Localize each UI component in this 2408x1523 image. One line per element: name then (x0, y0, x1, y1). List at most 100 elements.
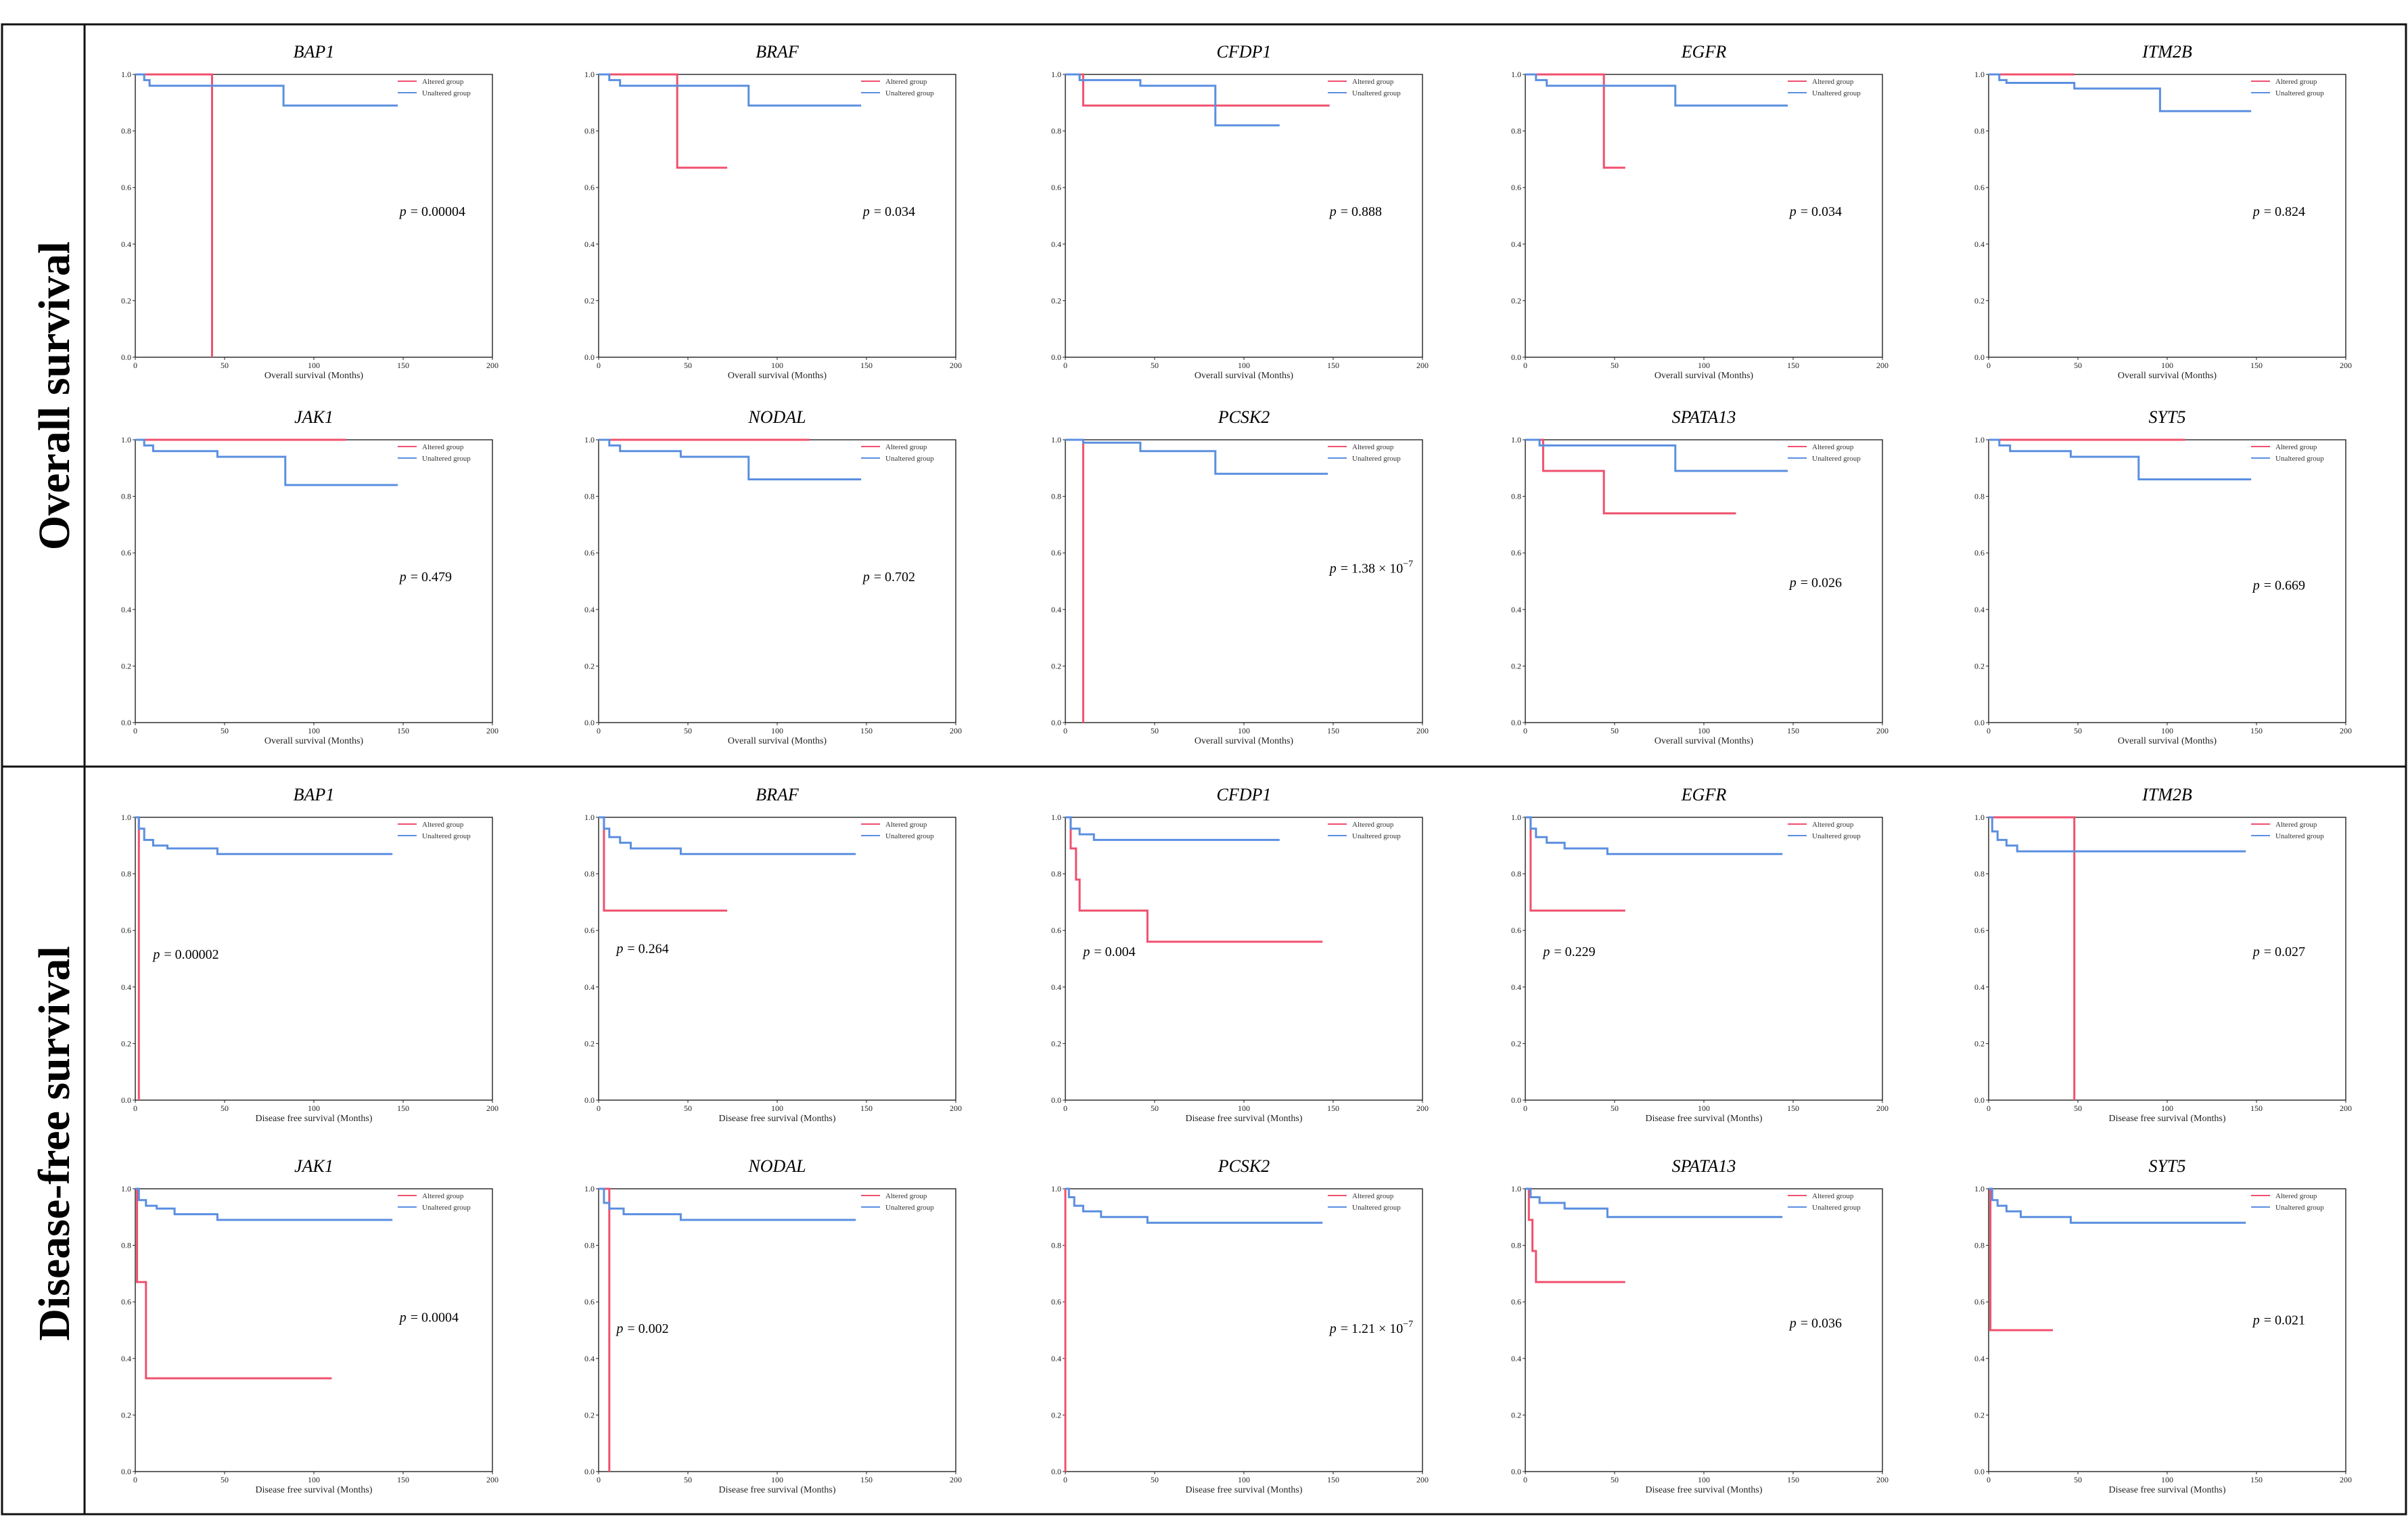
panel-disease-free-survival-jak1-ytick-label: 0.0 (121, 1467, 131, 1476)
panel-disease-free-survival-pcsk2-series-unaltered-group (1065, 1187, 1323, 1224)
panel-disease-free-survival-nodal-legend-label-unaltered-group: Unaltered group (885, 1204, 934, 1212)
panel-disease-free-survival-syt5-p-value: p = 0.021 (2252, 1313, 2305, 1328)
panel-overall-survival-egfr-ytick-label: 1.0 (1511, 70, 1521, 79)
panel-disease-free-survival-spata13-ytick-label: 0.4 (1511, 1354, 1521, 1363)
panel-overall-survival-pcsk2-ytick-label: 0.2 (1051, 661, 1061, 670)
panel-disease-free-survival-itm2b-ytick-label: 0.6 (1974, 926, 1985, 935)
panel-disease-free-survival-egfr-series-unaltered-group (1525, 816, 1783, 855)
panel-disease-free-survival-braf-ytick-label: 0.2 (584, 1039, 595, 1048)
panel-disease-free-survival-pcsk2-p-exponent: −7 (1403, 1319, 1413, 1329)
panel-overall-survival-itm2b-p-value: p = 0.824 (2252, 204, 2305, 219)
panel-overall-survival-egfr-xtick-label: 150 (1787, 361, 1799, 370)
panel-overall-survival-syt5-p-value: p = 0.669 (2252, 578, 2305, 593)
panel-overall-survival-spata13-xtick-label: 150 (1787, 726, 1799, 735)
panel-overall-survival-syt5-p-text: = 0.669 (2264, 578, 2305, 593)
panel-disease-free-survival-bap1-p-symbol: p (152, 947, 160, 962)
panel-disease-free-survival-cfdp1-ytick-label: 0.4 (1051, 982, 1061, 992)
panel-disease-free-survival-spata13-ytick-label: 0.8 (1511, 1241, 1521, 1250)
panel-disease-free-survival-egfr-ytick-label: 0.6 (1511, 926, 1521, 935)
panel-overall-survival-jak1-xtick-label: 50 (221, 726, 229, 735)
panel-disease-free-survival-pcsk2-legend-label-unaltered-group: Unaltered group (1352, 1204, 1401, 1212)
panel-disease-free-survival-egfr-legend-label-altered-group: Altered group (1812, 821, 1854, 829)
panel-disease-free-survival-egfr-ytick-label: 0.0 (1511, 1095, 1521, 1105)
panel-overall-survival-nodal-legend-label-unaltered-group: Unaltered group (885, 455, 934, 463)
panel-disease-free-survival-itm2b: ITM2B 0.0 0.2 0.4 0.6 0.8 1.0 0 50 100 150 200 Disea… (1974, 785, 2352, 1124)
panel-overall-survival-bap1-ytick-label: 0.0 (121, 353, 131, 362)
panel-overall-survival-itm2b-xtick-label: 0 (1987, 361, 1991, 370)
panel-overall-survival-nodal-series-unaltered-group (599, 438, 862, 480)
panel-disease-free-survival-braf-p-text: = 0.264 (627, 942, 668, 957)
panel-overall-survival-pcsk2-xtick-label: 200 (1416, 726, 1429, 735)
panel-disease-free-survival-pcsk2-ytick-label: 1.0 (1051, 1184, 1061, 1194)
panel-disease-free-survival-braf-ytick-label: 0.8 (584, 869, 595, 879)
panel-disease-free-survival-pcsk2-ytick-label: 0.8 (1051, 1241, 1061, 1250)
panel-overall-survival-nodal: NODAL 0.0 0.2 0.4 0.6 0.8 1.0 0 50 100 150 200 Overa… (584, 407, 962, 746)
panel-overall-survival-pcsk2-xtick-label: 0 (1063, 726, 1067, 735)
panel-disease-free-survival-pcsk2-p-value: p = 1.21 × 10−7 (1328, 1319, 1413, 1336)
panel-disease-free-survival-cfdp1-ytick-label: 0.6 (1051, 926, 1061, 935)
panel-disease-free-survival-egfr-p-text: = 0.229 (1554, 945, 1595, 959)
panel-disease-free-survival-bap1-ytick-label: 0.6 (121, 926, 131, 935)
panel-overall-survival-bap1-ytick-label: 1.0 (121, 70, 131, 79)
panel-overall-survival-itm2b: ITM2B 0.0 0.2 0.4 0.6 0.8 1.0 0 50 100 150 200 Overa… (1974, 42, 2352, 381)
panel-disease-free-survival-spata13-ytick-label: 0.2 (1511, 1410, 1521, 1419)
panel-disease-free-survival-cfdp1-xlabel: Disease free survival (Months) (1185, 1114, 1302, 1124)
panel-disease-free-survival-egfr-ytick-label: 0.8 (1511, 869, 1521, 879)
panel-overall-survival-cfdp1: CFDP1 0.0 0.2 0.4 0.6 0.8 1.0 0 50 100 150 200 Overa… (1051, 42, 1429, 381)
panel-disease-free-survival-jak1-xtick-label: 150 (397, 1475, 409, 1484)
panel-overall-survival-pcsk2-p-value: p = 1.38 × 10−7 (1328, 559, 1413, 576)
panel-overall-survival-jak1: JAK1 0.0 0.2 0.4 0.6 0.8 1.0 0 50 100 150 200 Overal… (121, 407, 499, 746)
panel-overall-survival-egfr-xlabel: Overall survival (Months) (1654, 371, 1754, 381)
panel-disease-free-survival-jak1-ytick-label: 0.6 (121, 1297, 131, 1306)
panel-disease-free-survival-jak1-p-text: = 0.0004 (411, 1310, 459, 1325)
panel-overall-survival-pcsk2-legend-label-unaltered-group: Unaltered group (1352, 455, 1401, 463)
panel-disease-free-survival-egfr-p-symbol: p (1542, 945, 1550, 959)
panel-overall-survival-bap1-ytick-label: 0.6 (121, 183, 131, 192)
panel-disease-free-survival-pcsk2-p-text: = 1.21 × 10 (1341, 1321, 1404, 1336)
panel-overall-survival-nodal-xtick-label: 100 (771, 726, 783, 735)
panel-overall-survival-egfr-p-text: = 0.034 (1801, 204, 1842, 219)
panel-disease-free-survival-itm2b-ytick-label: 0.0 (1974, 1095, 1985, 1105)
panel-overall-survival-pcsk2-title: PCSK2 (1218, 407, 1270, 427)
panel-overall-survival-braf-xtick-label: 100 (771, 361, 783, 370)
panel-overall-survival-jak1-ytick-label: 0.2 (121, 661, 131, 670)
panel-overall-survival-braf-xtick-label: 200 (950, 361, 962, 370)
panel-overall-survival-cfdp1-ytick-label: 0.8 (1051, 127, 1061, 136)
panel-disease-free-survival-nodal-title: NODAL (747, 1156, 806, 1176)
panel-overall-survival-syt5-ytick-label: 0.4 (1974, 605, 1985, 614)
panel-overall-survival-itm2b-ytick-label: 0.0 (1974, 353, 1985, 362)
panel-disease-free-survival-cfdp1-ytick-label: 0.8 (1051, 869, 1061, 879)
panel-overall-survival-bap1-p-symbol: p (398, 204, 407, 219)
panel-disease-free-survival-braf-xlabel: Disease free survival (Months) (718, 1114, 835, 1124)
panel-overall-survival-spata13-xtick-label: 0 (1523, 726, 1527, 735)
panel-overall-survival-pcsk2-p-exponent: −7 (1403, 559, 1413, 569)
panel-overall-survival-syt5-ytick-label: 0.6 (1974, 548, 1985, 558)
panel-overall-survival-jak1-ytick-label: 0.6 (121, 548, 131, 558)
panel-overall-survival-jak1-xtick-label: 0 (133, 726, 137, 735)
panel-overall-survival-itm2b-ytick-label: 0.4 (1974, 240, 1985, 249)
panel-overall-survival-spata13-p-symbol: p (1788, 575, 1797, 590)
panel-overall-survival-bap1-series-altered-group (135, 73, 213, 357)
panel-overall-survival-nodal-ytick-label: 0.0 (584, 718, 595, 727)
panel-overall-survival-braf-ytick-label: 0.6 (584, 183, 595, 192)
panel-disease-free-survival-bap1-xlabel: Disease free survival (Months) (255, 1114, 372, 1124)
panel-overall-survival-bap1-ytick-label: 0.2 (121, 296, 131, 305)
panel-disease-free-survival-syt5-legend-label-unaltered-group: Unaltered group (2275, 1204, 2324, 1212)
panel-disease-free-survival-jak1-ytick-label: 0.2 (121, 1410, 131, 1419)
panel-overall-survival-spata13-series-unaltered-group (1525, 438, 1788, 472)
panel-disease-free-survival-braf-title: BRAF (756, 785, 800, 804)
panel-disease-free-survival-cfdp1-xtick-label: 0 (1063, 1104, 1067, 1113)
panel-disease-free-survival-bap1-ytick-label: 0.8 (121, 869, 131, 879)
panel-overall-survival-braf-xtick-label: 0 (597, 361, 601, 370)
panel-disease-free-survival-syt5-xtick-label: 200 (2340, 1475, 2352, 1484)
panel-overall-survival-egfr-xtick-label: 0 (1523, 361, 1527, 370)
panel-overall-survival-cfdp1-title: CFDP1 (1217, 42, 1272, 62)
panel-disease-free-survival-itm2b-series-altered-group (1989, 816, 2076, 1100)
panel-disease-free-survival-cfdp1-title: CFDP1 (1217, 785, 1272, 804)
panel-disease-free-survival-cfdp1-ytick-label: 0.2 (1051, 1039, 1061, 1048)
panel-overall-survival-nodal-p-symbol: p (862, 570, 870, 585)
panel-overall-survival-itm2b-xlabel: Overall survival (Months) (2118, 371, 2217, 381)
panel-disease-free-survival-braf-ytick-label: 0.4 (584, 982, 595, 992)
